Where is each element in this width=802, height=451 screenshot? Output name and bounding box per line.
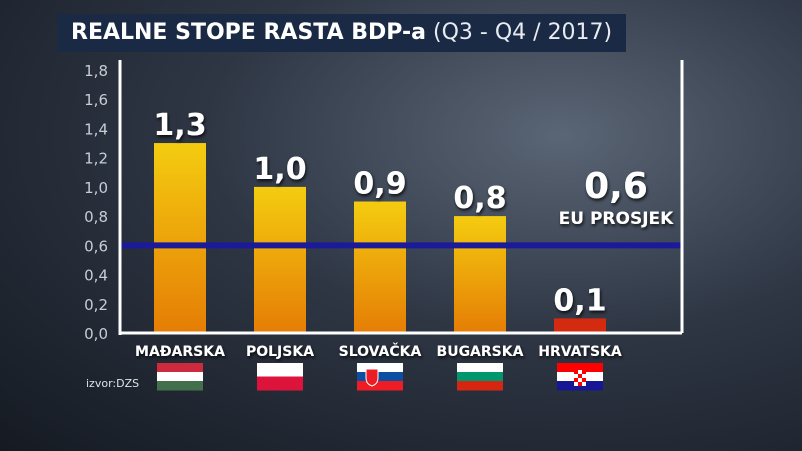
y-tick-label: 1,4: [84, 120, 108, 138]
category-label: POLJSKA: [246, 344, 314, 360]
category-label: MAĐARSKA: [135, 344, 225, 360]
category-label: SLOVAČKA: [339, 342, 422, 360]
title-period: (Q3 - Q4 / 2017): [433, 20, 613, 45]
bar-poljska: [254, 186, 306, 333]
data-label: 0,9: [353, 167, 406, 202]
bar-mađarska: [154, 143, 206, 333]
y-tick-label: 1,0: [84, 179, 108, 197]
y-tick-label: 1,8: [84, 62, 108, 80]
category-label: HRVATSKA: [538, 344, 622, 360]
y-tick-label: 0,4: [84, 267, 108, 285]
data-label: 0,8: [453, 181, 506, 216]
y-tick-label: 0,0: [84, 325, 108, 343]
title-bold: REALNE STOPE RASTA BDP-a: [71, 20, 427, 45]
source-note: izvor:DZS: [86, 377, 140, 390]
y-tick-label: 1,6: [84, 91, 108, 109]
bar-hrvatska: [554, 318, 606, 333]
y-tick-label: 1,2: [84, 150, 108, 168]
y-tick-label: 0,2: [84, 296, 108, 314]
bulgaria-flag: [457, 363, 503, 391]
bar-slovačka: [354, 201, 406, 333]
hungary-flag: [157, 363, 203, 391]
data-label: 1,3: [153, 108, 206, 143]
data-label: 0,1: [553, 283, 606, 318]
slovakia-flag: [357, 363, 403, 391]
poland-flag: [257, 363, 303, 391]
y-tick-label: 0,8: [84, 208, 108, 226]
bar-bugarska: [454, 216, 506, 333]
croatia-flag: [557, 363, 603, 391]
eu-average-value: 0,6: [584, 166, 648, 207]
data-label: 1,0: [253, 152, 306, 187]
category-label: BUGARSKA: [437, 344, 524, 360]
y-tick-label: 0,6: [84, 237, 108, 255]
eu-average-label: EU PROSJEK: [559, 209, 675, 229]
chart-title: REALNE STOPE RASTA BDP-a (Q3 - Q4 / 2017…: [57, 14, 627, 52]
